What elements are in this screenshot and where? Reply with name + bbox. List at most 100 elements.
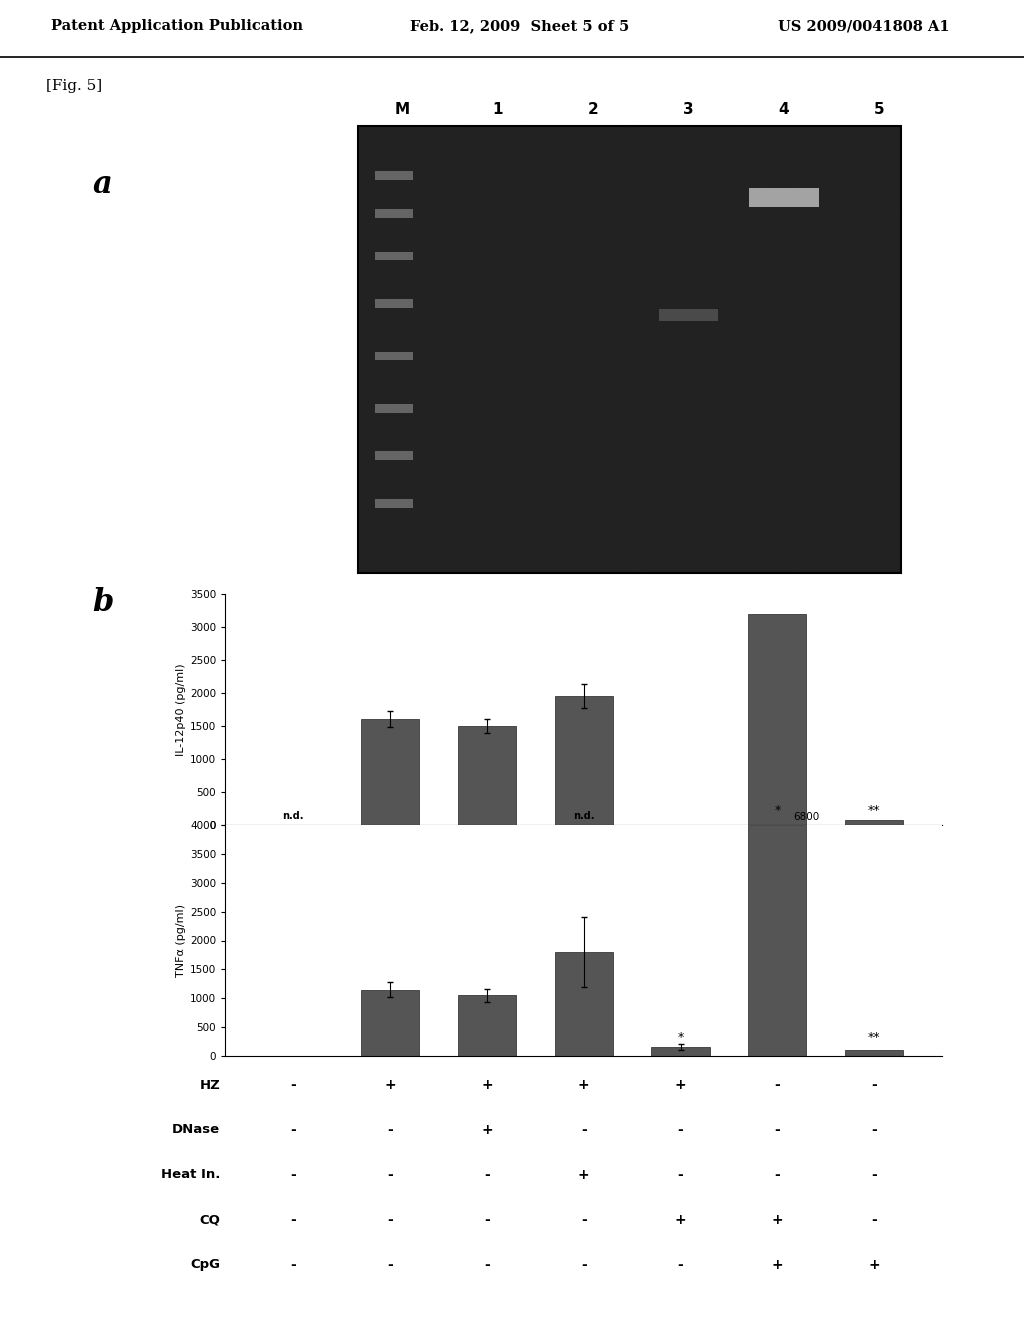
Point [751,187,767,209]
Point [527,231,544,252]
Point [577,346,593,367]
Point [365,393,381,414]
Point [494,557,510,578]
Point [646,444,663,465]
Point [554,181,570,202]
Point [728,121,744,143]
Point [464,231,480,252]
Point [706,255,722,276]
Point [473,491,489,512]
Point [498,521,514,543]
Point [684,496,700,517]
Point [705,483,721,504]
Point [481,383,498,404]
Point [823,260,840,281]
Point [872,545,889,566]
Point [870,131,887,152]
Point [626,252,642,273]
Point [364,350,380,371]
Point [751,531,767,552]
Point [783,186,800,207]
Point [746,446,763,467]
Point [531,253,548,275]
Point [864,124,881,145]
Point [853,408,869,429]
Point [751,180,767,201]
Point [836,434,852,455]
Point [880,451,896,473]
Point [452,345,468,366]
Point [595,457,611,478]
Point [831,379,848,400]
Point [631,396,647,417]
Point [768,153,784,174]
Point [660,347,677,368]
Point [692,442,709,463]
Point [475,414,492,436]
Point [502,389,518,411]
Point [567,355,584,376]
Point [871,417,888,438]
Point [708,318,724,339]
Point [621,176,637,197]
Point [557,474,573,495]
Point [781,125,798,147]
Point [866,326,883,347]
Point [389,508,406,529]
Point [767,197,783,218]
Point [513,273,529,294]
Point [557,352,573,374]
Point [625,414,641,436]
Point [734,296,751,317]
Point [470,546,486,568]
Point [760,498,776,519]
Point [634,510,650,531]
Point [409,368,425,389]
Point [855,117,871,139]
Point [396,185,413,206]
Point [457,478,473,499]
Point [582,516,598,537]
Point [833,243,849,264]
Point [820,198,837,219]
Point [428,170,444,191]
Text: -: - [387,1258,393,1271]
Point [689,560,706,581]
Point [740,426,757,447]
Point [377,375,393,396]
Point [797,424,813,445]
Point [807,545,823,566]
Point [417,289,433,310]
Point [811,447,827,469]
Point [727,387,743,408]
Point [640,558,656,579]
Point [397,259,414,280]
Point [484,334,501,355]
Point [401,169,418,190]
Point [370,453,386,474]
Point [496,458,512,479]
Point [599,474,615,495]
Point [361,334,378,355]
Point [799,333,815,354]
Point [886,257,902,279]
Point [835,346,851,367]
Point [486,152,503,173]
Point [573,440,590,461]
Point [396,129,413,150]
Point [438,437,455,458]
Point [530,540,547,561]
Y-axis label: TNFα (pg/ml): TNFα (pg/ml) [176,904,185,977]
Point [717,471,733,492]
Point [776,183,793,205]
Point [667,294,683,315]
Point [872,558,889,579]
Point [398,248,415,269]
Point [510,319,526,341]
Point [398,367,415,388]
Point [806,528,822,549]
Point [819,537,836,558]
Point [879,426,895,447]
Point [769,537,785,558]
Point [357,321,374,342]
